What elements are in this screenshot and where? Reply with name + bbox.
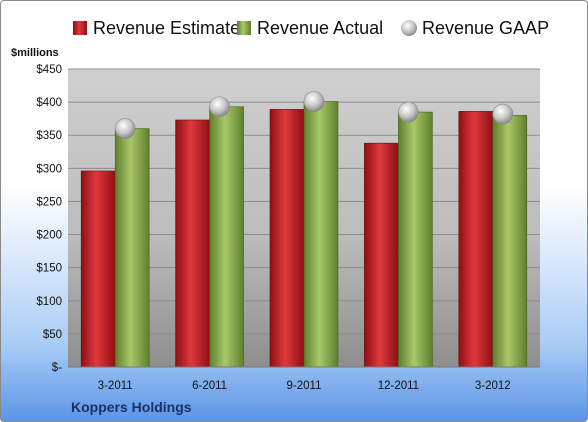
legend-label-actual: Revenue Actual [257, 18, 383, 38]
legend-swatch-gaap [401, 20, 417, 36]
gaap-marker [492, 103, 514, 125]
estimate-bar [458, 111, 494, 368]
gaap-marker [398, 101, 419, 123]
y-tick-label: $- [52, 362, 62, 374]
legend-item-actual: Revenue Actual [237, 18, 383, 38]
gaap-marker [114, 118, 136, 139]
legend-item-gaap: Revenue GAAP [401, 18, 549, 38]
legend-label-estimate: Revenue Estimate [93, 18, 240, 38]
gaap-marker [209, 96, 230, 118]
estimate-bar [175, 119, 210, 368]
legend: Revenue Estimate Revenue Actual Revenue … [73, 18, 549, 38]
y-tick-label: $350 [36, 130, 62, 142]
y-tick-label: $300 [36, 163, 62, 175]
x-tick-label: 3-2011 [98, 380, 133, 392]
estimate-bar [80, 170, 116, 368]
y-tick-label: $50 [43, 329, 62, 341]
y-tick-label: $200 [36, 230, 62, 242]
legend-label-gaap: Revenue GAAP [422, 18, 549, 38]
estimate-bar [364, 142, 399, 368]
x-tick-label: 9-2011 [287, 380, 322, 392]
y-tick-label: $150 [36, 263, 62, 275]
y-tick-label: $250 [36, 196, 62, 208]
actual-bar [398, 111, 433, 368]
x-tick-label: 12-2011 [378, 380, 419, 392]
legend-swatch-actual [237, 21, 251, 35]
y-unit-label: $millions [11, 47, 59, 59]
y-axis-ticks: $- $50 $100 $150 $200 $250 $300 $350 $400 $450 [36, 64, 62, 374]
actual-bar [303, 101, 339, 368]
actual-bar [492, 115, 528, 368]
y-tick-label: $100 [36, 296, 62, 308]
y-tick-label: $400 [36, 97, 62, 109]
y-tick-label: $450 [36, 64, 62, 76]
estimate-bar [269, 109, 305, 368]
x-tick-label: 3-2012 [475, 380, 511, 392]
company-name: Koppers Holdings [71, 399, 192, 415]
x-tick-label: 6-2011 [192, 380, 227, 392]
legend-item-estimate: Revenue Estimate [73, 18, 240, 38]
gaap-marker [303, 91, 325, 112]
x-axis-ticks: 3-2011 6-2011 9-2011 12-2011 3-2012 [98, 380, 511, 392]
bars [80, 101, 528, 368]
legend-swatch-estimate [73, 21, 87, 35]
gaap-markers [114, 91, 514, 139]
actual-bar [114, 128, 150, 368]
actual-bar [209, 106, 244, 368]
